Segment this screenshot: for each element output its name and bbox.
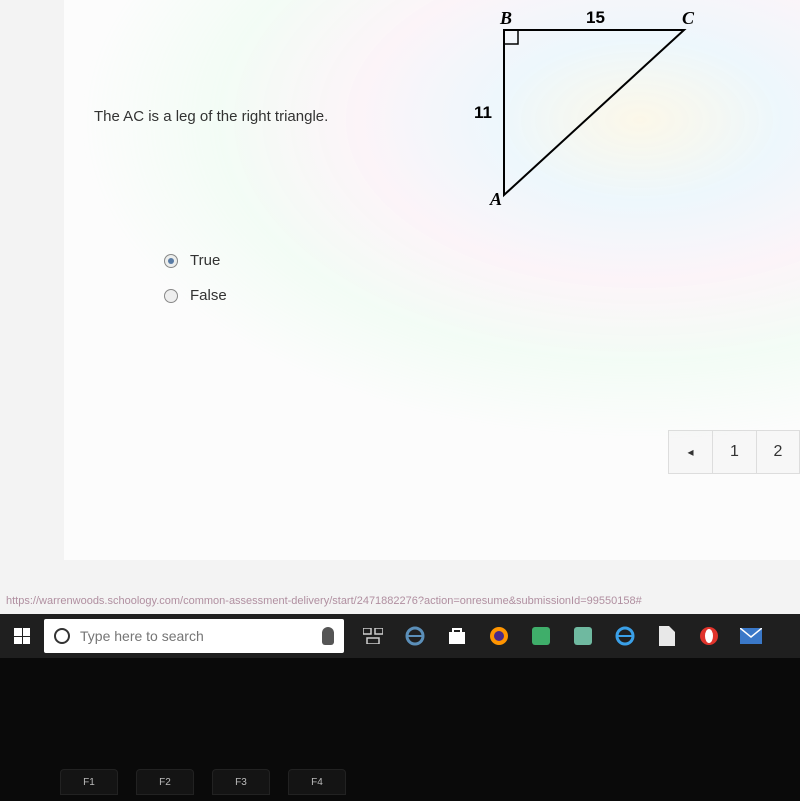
question-card: The AC is a leg of the right triangle. B… xyxy=(64,0,800,560)
taskbar-icons xyxy=(362,625,762,647)
right-angle-mark xyxy=(504,30,518,44)
pagination: ◂ 1 2 xyxy=(668,430,800,474)
key-f3: F3 xyxy=(212,769,270,795)
edge-legacy-icon[interactable] xyxy=(404,625,426,647)
pager-page-1-label: 1 xyxy=(730,443,739,461)
screen-area: The AC is a leg of the right triangle. B… xyxy=(0,0,800,660)
triangle-shape xyxy=(504,30,684,195)
question-text: The AC is a leg of the right triangle. xyxy=(94,108,328,125)
answer-options: True False xyxy=(164,252,227,322)
search-icon xyxy=(54,628,70,644)
vertex-c-label: C xyxy=(682,8,694,29)
windows-logo-icon xyxy=(14,628,30,644)
radio-true[interactable] xyxy=(164,254,178,268)
start-button[interactable] xyxy=(0,614,44,658)
chevron-left-icon: ◂ xyxy=(687,445,693,459)
side-ab-length: 11 xyxy=(474,103,492,123)
pager-page-1[interactable]: 1 xyxy=(712,430,756,474)
vertex-b-label: B xyxy=(500,8,512,29)
key-f1: F1 xyxy=(60,769,118,795)
key-f2: F2 xyxy=(136,769,194,795)
mail-icon[interactable] xyxy=(740,625,762,647)
ie-icon[interactable] xyxy=(614,625,636,647)
pager-page-2[interactable]: 2 xyxy=(756,430,800,474)
pager-prev-button[interactable]: ◂ xyxy=(668,430,712,474)
search-input[interactable] xyxy=(80,628,314,644)
taskbar-search[interactable] xyxy=(44,619,344,653)
option-false-label: False xyxy=(190,287,227,304)
vertex-a-label: A xyxy=(490,189,502,210)
app-teal-icon[interactable] xyxy=(572,625,594,647)
taskbar xyxy=(0,614,800,658)
key-f4: F4 xyxy=(288,769,346,795)
opera-icon[interactable] xyxy=(698,625,720,647)
pager-page-2-label: 2 xyxy=(774,443,783,461)
option-false[interactable]: False xyxy=(164,287,227,304)
keyboard-fn-row: F1 F2 F3 F4 xyxy=(60,769,346,795)
store-icon[interactable] xyxy=(446,625,468,647)
option-true[interactable]: True xyxy=(164,252,227,269)
option-true-label: True xyxy=(190,252,220,269)
laptop-bezel: F1 F2 F3 F4 xyxy=(0,658,800,801)
file-icon[interactable] xyxy=(656,625,678,647)
firefox-icon[interactable] xyxy=(488,625,510,647)
task-view-icon[interactable] xyxy=(362,625,384,647)
radio-false[interactable] xyxy=(164,289,178,303)
side-bc-length: 15 xyxy=(586,8,605,28)
app-green-icon[interactable] xyxy=(530,625,552,647)
mic-icon[interactable] xyxy=(322,627,334,645)
triangle-diagram: B C A 15 11 xyxy=(454,10,714,215)
status-url: https://warrenwoods.schoology.com/common… xyxy=(0,595,800,607)
triangle-svg xyxy=(454,10,714,215)
